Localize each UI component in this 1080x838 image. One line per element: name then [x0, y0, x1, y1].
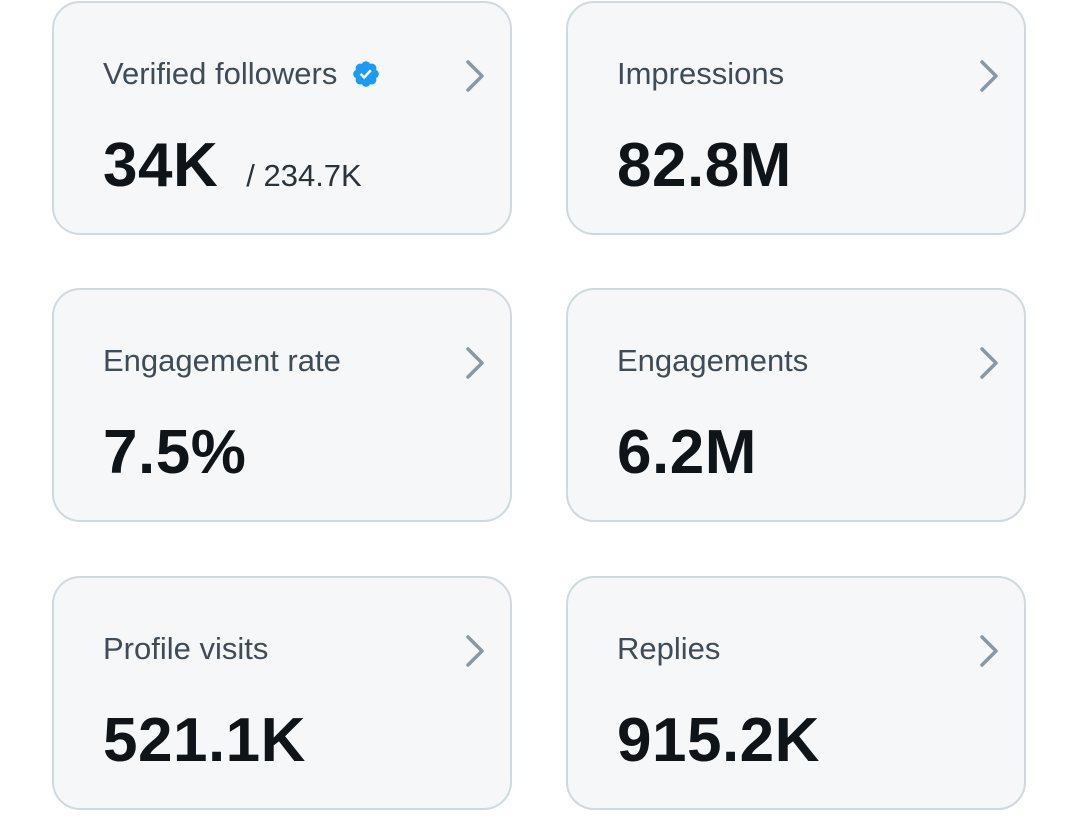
stat-value-row: 82.8M [617, 133, 792, 199]
chevron-right-icon[interactable] [464, 59, 486, 93]
stat-value: 34K [103, 131, 219, 200]
stat-card-impressions[interactable]: Impressions 82.8M [566, 1, 1026, 235]
stat-value-row: 34K / 234.7K [103, 133, 362, 199]
stat-label: Engagement rate [103, 343, 341, 378]
stat-value: 82.8M [617, 131, 792, 200]
stat-value-row: 6.2M [617, 420, 757, 486]
stat-value-row: 521.1K [103, 708, 306, 774]
stat-label: Verified followers [103, 56, 338, 91]
stat-card-engagement-rate[interactable]: Engagement rate 7.5% [52, 288, 512, 522]
stat-card-verified-followers[interactable]: Verified followers 34K / 234.7K [52, 1, 512, 235]
stat-value: 7.5% [103, 418, 247, 487]
stat-value: 915.2K [617, 706, 820, 775]
stat-card-engagements[interactable]: Engagements 6.2M [566, 288, 1026, 522]
verified-badge-icon [353, 61, 380, 87]
stat-label: Replies [617, 631, 721, 666]
stat-card-profile-visits[interactable]: Profile visits 521.1K [52, 576, 512, 810]
stat-value-row: 7.5% [103, 420, 246, 486]
chevron-right-icon[interactable] [978, 59, 1000, 93]
chevron-right-icon[interactable] [464, 346, 486, 380]
stat-value: 521.1K [103, 706, 306, 775]
stat-value-row: 915.2K [617, 708, 820, 774]
stat-label: Profile visits [103, 631, 269, 666]
stat-label-row: Verified followers [103, 55, 381, 93]
stat-label: Engagements [617, 343, 809, 378]
stat-value: 6.2M [617, 418, 757, 487]
chevron-right-icon[interactable] [978, 346, 1000, 380]
stat-label: Impressions [617, 56, 785, 91]
chevron-right-icon[interactable] [464, 634, 486, 668]
chevron-right-icon[interactable] [978, 634, 1000, 668]
stat-card-replies[interactable]: Replies 915.2K [566, 576, 1026, 810]
stat-total: / 234.7K [246, 158, 362, 193]
